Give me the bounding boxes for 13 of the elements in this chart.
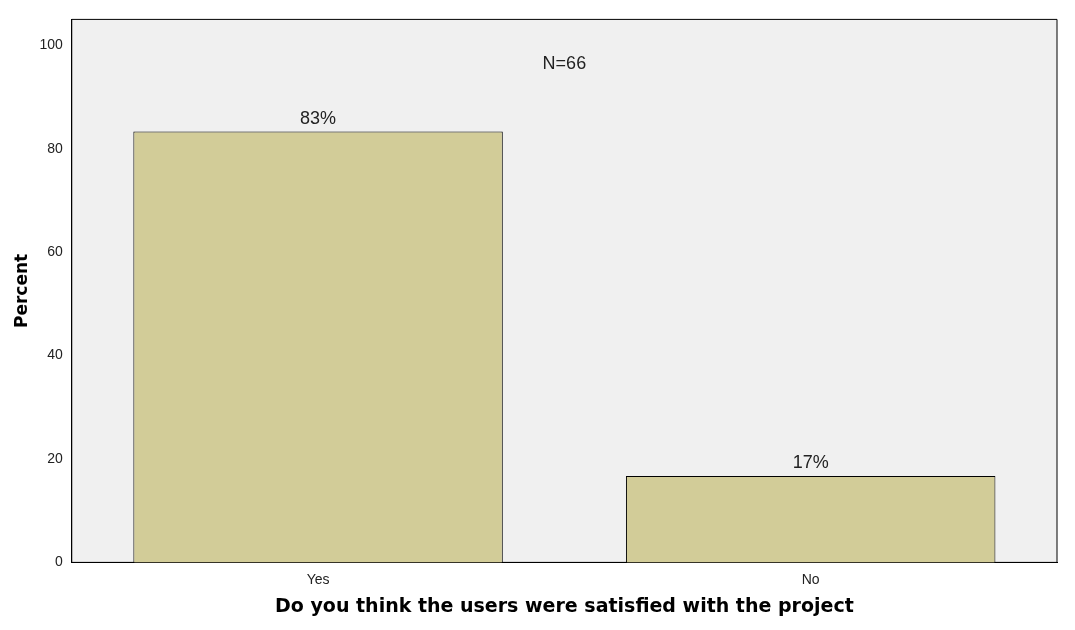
- y-tick-label: 100: [39, 36, 63, 53]
- y-axis-title: Percent: [10, 253, 31, 329]
- x-tick-label: No: [801, 570, 820, 587]
- x-axis-title: Do you think the users were satisfied with the project: [275, 593, 854, 616]
- y-tick-label: 20: [47, 449, 63, 466]
- x-tick-label: Yes: [306, 570, 330, 587]
- annotation: N=66: [542, 53, 587, 74]
- data-label: 83%: [300, 107, 337, 128]
- data-label: 17%: [792, 452, 829, 473]
- y-tick-label: 80: [47, 139, 63, 156]
- y-tick-label: 40: [47, 346, 63, 363]
- y-tick-label: 60: [47, 242, 63, 259]
- y-tick-label: 0: [54, 553, 63, 570]
